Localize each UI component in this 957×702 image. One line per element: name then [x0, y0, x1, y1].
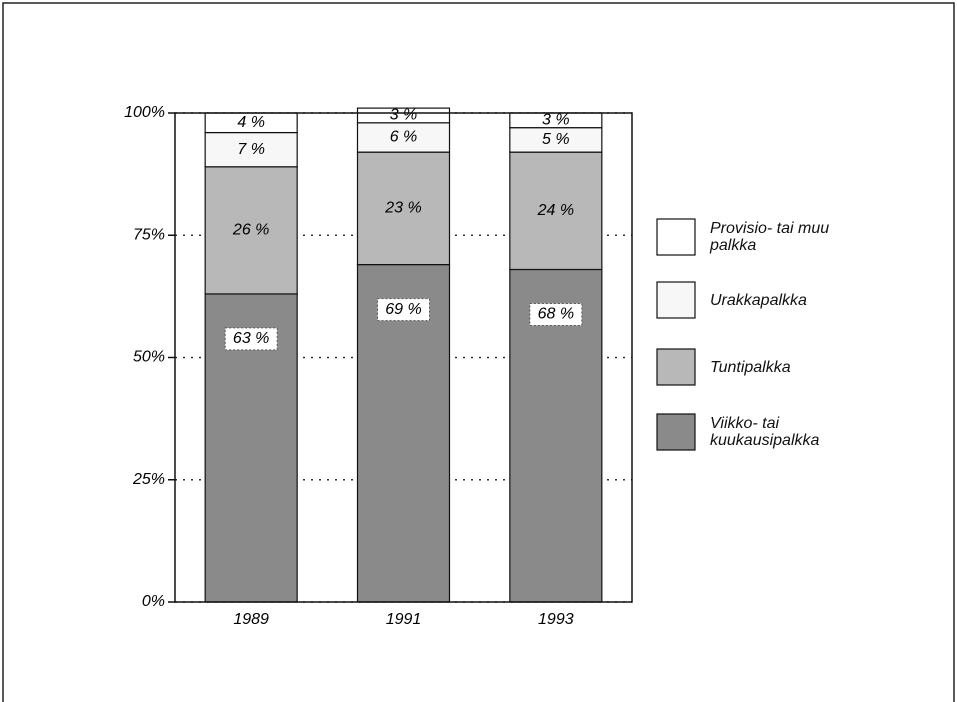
- plot-frame: [174, 112, 633, 603]
- y-tick-label: 100%: [124, 104, 165, 121]
- data-label: 26 %: [232, 222, 269, 239]
- label-box: [377, 298, 430, 322]
- legend-swatch: [656, 413, 696, 451]
- bar-segment: [509, 127, 603, 153]
- data-label: 63 %: [233, 330, 269, 347]
- legend-swatch: [656, 348, 696, 386]
- data-label: 7 %: [237, 141, 265, 158]
- legend-label: Viikko- tai kuukausipalkka: [710, 415, 820, 449]
- y-tick-label: 50%: [133, 349, 165, 366]
- label-box: [224, 327, 278, 351]
- y-tick-label: 25%: [132, 471, 165, 488]
- bar-segment: [356, 122, 451, 153]
- data-label: 6 %: [390, 129, 418, 146]
- legend-label: Provisio- tai muu palkka: [710, 220, 830, 254]
- data-label: 69 %: [385, 301, 421, 318]
- bar-segment: [356, 151, 451, 266]
- data-label: 3 %: [390, 107, 418, 124]
- x-tick-label: 1989: [233, 611, 269, 628]
- bar-segment: [204, 166, 298, 295]
- legend-swatch: [656, 281, 696, 319]
- data-label: 5 %: [542, 131, 570, 148]
- data-label: 4 %: [237, 114, 265, 131]
- bar-segment: [204, 131, 298, 168]
- y-tick-label: 75%: [133, 226, 165, 243]
- y-tick-label: 0%: [142, 593, 165, 610]
- data-label: 3 %: [542, 112, 570, 129]
- legend-swatch: [656, 218, 696, 256]
- label-box: [529, 302, 583, 326]
- data-label: 23 %: [384, 200, 421, 217]
- x-tick-label: 1993: [538, 611, 574, 628]
- bar-segment: [509, 151, 603, 271]
- data-label: 68 %: [538, 306, 574, 323]
- bar-segment: [356, 107, 451, 124]
- legend-label: Urakkapalkka: [710, 291, 807, 309]
- legend-label: Tuntipalkka: [710, 358, 791, 376]
- data-label: 24 %: [537, 202, 574, 219]
- x-tick-label: 1991: [386, 611, 422, 628]
